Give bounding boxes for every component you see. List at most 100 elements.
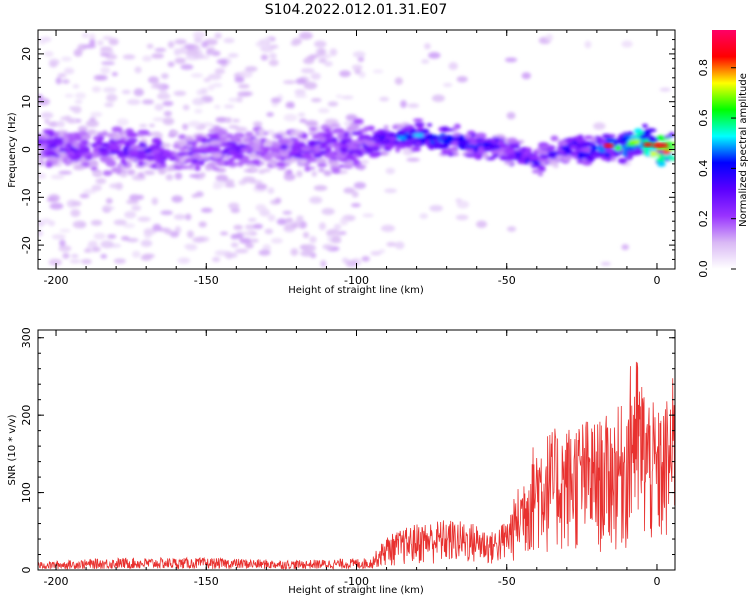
heatmap-cell bbox=[431, 94, 445, 103]
heatmap-cell bbox=[510, 144, 521, 149]
heatmap-cell bbox=[214, 68, 226, 75]
heatmap-cell bbox=[528, 155, 541, 161]
heatmap-cell bbox=[160, 93, 170, 99]
y-tick-label: 100 bbox=[20, 482, 33, 503]
x-tick-label: -100 bbox=[344, 274, 369, 287]
heatmap-cell bbox=[162, 117, 175, 126]
heatmap-cell bbox=[245, 242, 254, 249]
heatmap-cell bbox=[320, 141, 327, 147]
heatmap-cell bbox=[615, 145, 622, 151]
heatmap-cell bbox=[609, 152, 617, 157]
heatmap-cell bbox=[221, 142, 232, 147]
heatmap-cell bbox=[313, 196, 321, 204]
heatmap-cell bbox=[215, 116, 228, 123]
heatmap-cell bbox=[235, 126, 248, 133]
heatmap-cell bbox=[242, 176, 256, 183]
heatmap-cell bbox=[269, 159, 277, 165]
heatmap-cell bbox=[388, 132, 396, 137]
heatmap-cell bbox=[665, 149, 671, 154]
heatmap-cell bbox=[300, 146, 312, 152]
heatmap-cell bbox=[233, 224, 243, 231]
heatmap-cell bbox=[98, 147, 107, 152]
heatmap-cell bbox=[206, 133, 217, 137]
heatmap-cell bbox=[207, 73, 222, 80]
heatmap-cell bbox=[174, 39, 187, 45]
heatmap-cell bbox=[294, 88, 306, 96]
heatmap-cell bbox=[323, 152, 336, 159]
heatmap-cell bbox=[297, 137, 310, 143]
heatmap-cell bbox=[49, 202, 64, 210]
heatmap-cell bbox=[143, 170, 156, 176]
heatmap-cell bbox=[217, 137, 228, 141]
heatmap-cell bbox=[329, 48, 338, 57]
heatmap-cell bbox=[383, 125, 389, 129]
heatmap-cell bbox=[116, 118, 129, 126]
heatmap-cell bbox=[100, 53, 111, 57]
heatmap-cell bbox=[648, 137, 659, 143]
heatmap-cell bbox=[214, 104, 221, 109]
heatmap-cell bbox=[327, 101, 339, 107]
heatmap-cell bbox=[602, 133, 611, 137]
heatmap-cell bbox=[40, 112, 54, 119]
heatmap-cell bbox=[642, 142, 653, 147]
heatmap-cell bbox=[134, 66, 142, 74]
heatmap-cell bbox=[330, 236, 342, 244]
snr-y-ticks: 300 200 100 0 bbox=[20, 327, 675, 574]
heatmap-cell bbox=[370, 251, 382, 256]
heatmap-cell bbox=[661, 154, 673, 159]
heatmap-cell bbox=[332, 142, 341, 147]
heatmap-cell bbox=[345, 114, 358, 122]
heatmap-cell bbox=[107, 143, 119, 149]
heatmap-cell bbox=[90, 166, 98, 171]
heatmap-cell bbox=[338, 164, 345, 168]
heatmap-cell bbox=[532, 161, 541, 166]
x-tick-label: -150 bbox=[194, 575, 219, 588]
heatmap-cell bbox=[87, 129, 96, 136]
heatmap-cell bbox=[104, 102, 114, 108]
heatmap-cell bbox=[467, 130, 476, 135]
heatmap-cell bbox=[283, 159, 295, 164]
heatmap-cell bbox=[253, 223, 263, 230]
heatmap-cell bbox=[70, 136, 81, 142]
x-tick-label: 0 bbox=[653, 274, 660, 287]
heatmap-cell bbox=[285, 217, 294, 223]
heatmap-cell bbox=[357, 56, 365, 62]
heatmap-cell bbox=[96, 132, 109, 137]
heatmap-cell bbox=[230, 242, 239, 248]
heatmap-cell bbox=[224, 183, 236, 188]
colorbar-ticks: 0.0 0.2 0.4 0.6 0.8 bbox=[697, 59, 736, 278]
heatmap-cell bbox=[100, 156, 112, 163]
heatmap-cell bbox=[386, 241, 397, 247]
heatmap-cell bbox=[246, 147, 253, 152]
heatmap-cell bbox=[591, 145, 598, 151]
heatmap-cell bbox=[300, 68, 315, 74]
heatmap-cell bbox=[157, 168, 167, 175]
heatmap-cell bbox=[302, 231, 310, 239]
heatmap-cell bbox=[358, 135, 365, 141]
heatmap-cell bbox=[189, 174, 201, 178]
heatmap-cell bbox=[81, 258, 92, 265]
heatmap-cell bbox=[384, 188, 397, 194]
heatmap-cell bbox=[464, 133, 472, 139]
heatmap-cell bbox=[67, 155, 75, 159]
heatmap-cell bbox=[320, 260, 327, 268]
heatmap-cell bbox=[236, 96, 243, 103]
heatmap-cell bbox=[333, 223, 342, 231]
heatmap-cell bbox=[304, 167, 311, 172]
heatmap-cell bbox=[260, 54, 269, 61]
heatmap-cell bbox=[73, 164, 85, 171]
heatmap-cell bbox=[548, 159, 556, 163]
heatmap-cell bbox=[304, 120, 319, 127]
heatmap-cell bbox=[129, 150, 140, 156]
heatmap-cell bbox=[403, 141, 411, 146]
heatmap-cell bbox=[553, 163, 559, 169]
heatmap-cell bbox=[57, 73, 67, 78]
heatmap-cell bbox=[515, 152, 521, 156]
heatmap-cell bbox=[385, 167, 396, 175]
y-tick-label: 20 bbox=[20, 47, 33, 61]
heatmap-cell bbox=[209, 139, 222, 146]
heatmap-cell bbox=[59, 228, 71, 233]
heatmap-cell bbox=[129, 194, 141, 201]
heatmap-cell bbox=[258, 169, 266, 174]
